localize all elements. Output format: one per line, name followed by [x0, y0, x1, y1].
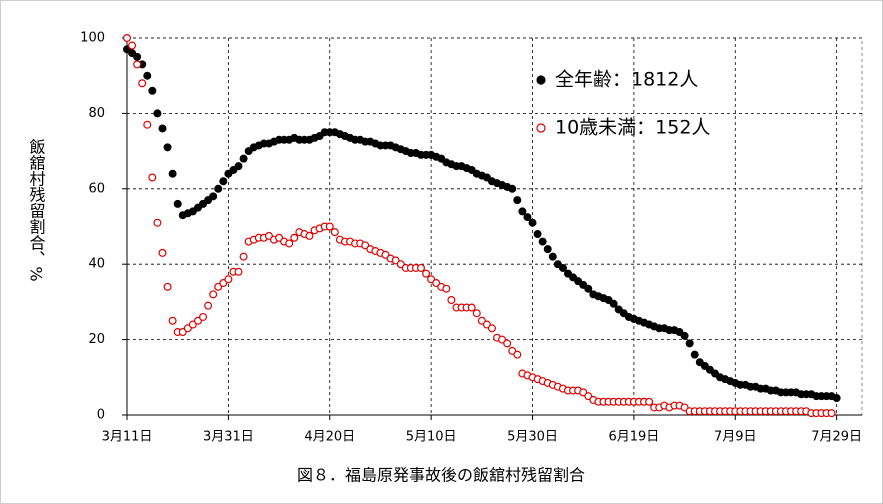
legend-marker	[536, 123, 546, 133]
legend-label: 10歳未満：152人	[555, 117, 710, 139]
data-point	[285, 239, 294, 248]
data-point	[513, 350, 522, 359]
data-point	[447, 296, 456, 305]
data-point	[128, 41, 137, 50]
data-point	[832, 394, 841, 403]
data-point	[417, 263, 426, 272]
legend-label: 全年齢：1812人	[555, 69, 698, 91]
y-tick-label: 60	[88, 181, 105, 196]
data-point	[163, 282, 172, 291]
data-point	[148, 173, 157, 182]
data-point	[558, 263, 567, 272]
data-point	[133, 60, 142, 69]
data-point	[548, 252, 557, 261]
data-point	[290, 233, 299, 242]
x-tick-label: 5月10日	[406, 430, 457, 445]
data-point	[143, 120, 152, 129]
data-point	[153, 218, 162, 227]
data-point	[163, 143, 172, 152]
data-point	[584, 284, 593, 293]
x-tick-label: 4月20日	[304, 430, 355, 445]
data-point	[234, 162, 243, 171]
y-tick-label: 20	[88, 332, 105, 347]
data-point	[467, 303, 476, 312]
data-point	[199, 312, 208, 321]
data-point	[158, 124, 167, 133]
data-point	[209, 192, 218, 201]
data-point	[503, 339, 512, 348]
x-tick-label: 7月9日	[714, 430, 757, 445]
data-point	[690, 350, 699, 359]
y-axis-label: 飯舘村残留割合、%	[27, 138, 46, 281]
data-point	[133, 52, 142, 61]
y-tick-label: 100	[80, 31, 105, 46]
y-tick-label: 0	[97, 408, 105, 423]
data-point	[472, 309, 481, 318]
data-point	[523, 213, 532, 222]
data-point	[487, 324, 496, 333]
data-point	[533, 230, 542, 239]
x-tick-label: 3月31日	[203, 430, 254, 445]
data-point	[645, 397, 654, 406]
data-point	[609, 299, 618, 308]
data-point	[239, 154, 248, 163]
data-point	[219, 177, 228, 186]
data-point	[209, 290, 218, 299]
data-point	[168, 316, 177, 325]
data-point	[214, 184, 223, 193]
data-point	[234, 267, 243, 276]
data-point	[528, 218, 537, 227]
data-point	[685, 339, 694, 348]
legend-marker	[536, 75, 546, 85]
data-point	[305, 231, 314, 240]
data-point	[224, 275, 233, 284]
data-point	[518, 207, 527, 216]
x-tick-label: 6月19日	[608, 430, 659, 445]
data-point	[508, 184, 517, 193]
data-point	[153, 109, 162, 118]
data-point	[680, 331, 689, 340]
data-point	[827, 409, 836, 418]
data-point	[138, 79, 147, 88]
data-point	[168, 169, 177, 178]
data-point	[330, 228, 339, 237]
data-point	[442, 284, 451, 293]
data-point	[513, 196, 522, 205]
data-point	[422, 269, 431, 278]
data-point	[122, 33, 131, 42]
data-point	[158, 248, 167, 257]
data-point	[148, 86, 157, 95]
x-tick-label: 7月29日	[811, 430, 862, 445]
data-point	[543, 245, 552, 254]
x-tick-label: 5月30日	[507, 430, 558, 445]
data-point	[204, 301, 213, 310]
y-tick-label: 40	[88, 257, 105, 272]
data-point	[538, 237, 547, 246]
data-point	[173, 199, 182, 208]
data-point	[143, 71, 152, 80]
data-point	[239, 252, 248, 261]
data-point	[325, 222, 334, 231]
x-tick-label: 3月11日	[102, 430, 153, 445]
chart-title: 図８．福島原発事故後の飯舘村残留割合	[297, 466, 585, 485]
y-tick-label: 80	[88, 106, 105, 121]
